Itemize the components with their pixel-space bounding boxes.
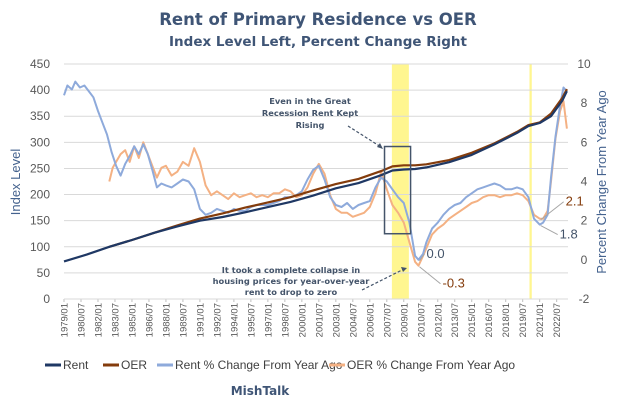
series-lines	[63, 80, 568, 267]
legend-item-oer: OER	[103, 358, 147, 372]
arrow-head-icon	[401, 267, 407, 272]
data-label-leader	[540, 201, 564, 221]
x-tick-label: 1980/07	[76, 303, 87, 337]
data-label-leader	[419, 253, 425, 262]
x-axis-ticks: 1979/01 1980/07 1982/01 1983/07 1985/01 1986/…	[60, 298, 568, 337]
x-tick-label: 1989/07	[178, 303, 189, 337]
right-tick-label: 2	[581, 214, 588, 228]
data-labels: 0.0 1.8 -0.3 2.1	[419, 194, 584, 291]
annotation-line: housing prices for year-over-year	[213, 276, 371, 286]
annotation-collapse: It took a complete collapse in housing p…	[213, 265, 407, 297]
right-tick-label: 0	[581, 253, 588, 267]
annotation-arrow	[361, 268, 405, 291]
x-tick-label: 1985/01	[127, 303, 138, 337]
chart-title: Rent of Primary Residence vs OER	[159, 10, 477, 29]
x-tick-label: 1994/01	[229, 303, 240, 337]
x-tick-label: 1983/07	[110, 303, 121, 337]
series-line-rent	[63, 90, 568, 263]
x-tick-label: 1998/07	[280, 303, 291, 337]
legend-label: OER	[121, 358, 147, 372]
right-axis-ticks: -2 0 2 4 6 8 10	[577, 57, 591, 306]
x-tick-label: 2004/07	[348, 303, 359, 337]
highlight-bands	[391, 64, 532, 299]
legend-label: Rent	[63, 358, 89, 372]
x-tick-label: 2006/01	[365, 303, 376, 337]
legend-label: Rent % Change From Year Ago	[175, 358, 343, 372]
series-line-rent-change-from-year-ago	[63, 80, 568, 261]
recession-highlight-box	[383, 145, 412, 235]
legend-item-rent-pct: Rent % Change From Year Ago	[157, 358, 343, 372]
chart-subtitle: Index Level Left, Percent Change Right	[169, 34, 468, 50]
x-tick-label: 2013/07	[450, 303, 461, 337]
x-tick-label: 2000/01	[297, 303, 308, 337]
left-tick-label: 200	[30, 188, 50, 202]
x-tick-label: 2010/07	[416, 303, 427, 337]
x-tick-label: 2007/07	[382, 303, 393, 337]
left-tick-label: 150	[30, 214, 50, 228]
annotation-line: Rising	[296, 120, 325, 130]
arrow-head-icon	[377, 143, 383, 149]
data-label: 1.8	[560, 227, 578, 242]
left-axis-ticks: 0 50 100 150 200 250 300 350 400 450	[30, 57, 50, 306]
credit-label: MishTalk	[231, 384, 291, 398]
legend-label: OER % Change From Year Ago	[347, 358, 515, 372]
right-tick-label: 6	[581, 135, 588, 149]
x-tick-label: 2021/01	[535, 303, 546, 337]
x-tick-label: 1997/01	[263, 303, 274, 337]
data-label-leader	[419, 266, 441, 285]
data-label: 0.0	[426, 246, 444, 261]
annotation-line: It took a complete collapse in	[222, 265, 360, 275]
left-tick-label: 300	[30, 135, 50, 149]
x-tick-label: 1979/01	[60, 303, 71, 337]
x-tick-label: 1988/01	[161, 303, 172, 337]
data-label: 2.1	[566, 194, 584, 209]
x-tick-label: 2012/01	[433, 303, 444, 337]
right-tick-label: 4	[581, 175, 588, 189]
right-tick-label: 8	[581, 96, 588, 110]
x-tick-label: 2003/01	[331, 303, 342, 337]
series-line-oer-change-from-year-ago	[108, 100, 568, 267]
left-axis-label: Index Level	[8, 149, 23, 216]
highlight-band	[391, 64, 409, 299]
annotation-recession: Even in the Great Recession Rent Kept Ri…	[262, 96, 383, 149]
legend: Rent OER Rent % Change From Year Ago OER…	[45, 358, 515, 372]
annotation-line: Even in the Great	[269, 96, 351, 106]
left-tick-label: 0	[43, 292, 50, 306]
data-label: -0.3	[442, 276, 464, 291]
annotation-line: Recession Rent Kept	[262, 108, 358, 118]
x-tick-label: 1991/01	[195, 303, 206, 337]
data-label-leader	[540, 225, 558, 236]
x-tick-label: 1982/01	[93, 303, 104, 337]
left-tick-label: 50	[37, 266, 51, 280]
highlight-band	[529, 64, 532, 299]
annotation-arrow	[347, 125, 382, 148]
x-tick-label: 2018/01	[501, 303, 512, 337]
left-tick-label: 250	[30, 161, 50, 175]
annotation-line: rent to drop to zero	[245, 287, 338, 297]
legend-item-rent: Rent	[45, 358, 89, 372]
right-tick-label: -2	[579, 292, 590, 306]
x-tick-label: 1986/07	[144, 303, 155, 337]
x-tick-label: 2019/07	[518, 303, 529, 337]
x-tick-label: 2015/01	[467, 303, 478, 337]
left-tick-label: 400	[30, 83, 50, 97]
legend-item-oer-pct: OER % Change From Year Ago	[329, 358, 515, 372]
left-tick-label: 350	[30, 109, 50, 123]
x-tick-label: 2001/07	[314, 303, 325, 337]
x-tick-label: 2016/07	[484, 303, 495, 337]
x-tick-label: 2022/07	[552, 303, 563, 337]
right-tick-label: 10	[577, 57, 591, 71]
left-tick-label: 100	[30, 240, 50, 254]
left-tick-label: 450	[30, 57, 50, 71]
x-tick-label: 1992/07	[212, 303, 223, 337]
x-tick-label: 1995/07	[246, 303, 257, 337]
right-axis-label: Percent Change From Year Ago	[594, 90, 609, 274]
x-tick-label: 2009/01	[399, 303, 410, 337]
